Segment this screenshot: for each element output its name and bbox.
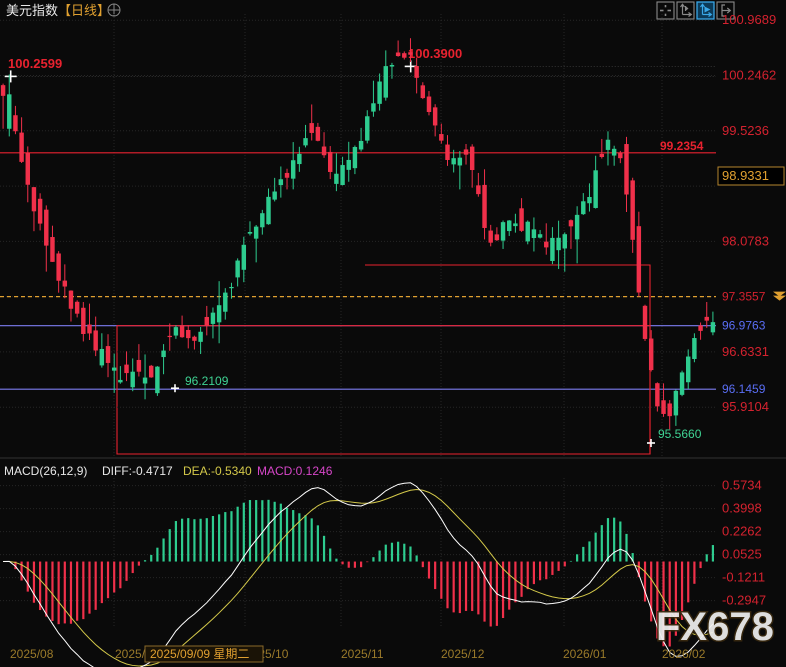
svg-text:2025/11: 2025/11 [341, 647, 384, 661]
svg-text:95.5660: 95.5660 [658, 427, 702, 441]
svg-text:美元指数: 美元指数 [6, 3, 58, 18]
svg-text:2025/12: 2025/12 [441, 647, 485, 661]
svg-text:96.2109: 96.2109 [185, 374, 229, 388]
svg-text:97.3557: 97.3557 [722, 290, 766, 304]
svg-text:100.3900: 100.3900 [408, 46, 462, 61]
svg-text:2025/09/09 星期二: 2025/09/09 星期二 [150, 647, 249, 661]
svg-text:0.3998: 0.3998 [722, 501, 762, 516]
svg-text:96.9763: 96.9763 [722, 319, 766, 333]
svg-text:【日线】: 【日线】 [58, 3, 110, 18]
svg-text:2025/08: 2025/08 [10, 647, 54, 661]
svg-text:0.5734: 0.5734 [722, 478, 762, 493]
svg-text:FX678: FX678 [656, 605, 774, 649]
svg-text:MACD(26,12,9): MACD(26,12,9) [4, 464, 87, 478]
svg-text:100.9689: 100.9689 [722, 12, 776, 27]
svg-text:2026/01: 2026/01 [563, 647, 607, 661]
svg-text:96.6331: 96.6331 [722, 344, 769, 359]
svg-text:100.2599: 100.2599 [8, 56, 62, 71]
svg-text:0.2262: 0.2262 [722, 524, 762, 539]
svg-text:DIFF:-0.4717: DIFF:-0.4717 [102, 464, 173, 478]
svg-text:2026/02: 2026/02 [662, 647, 706, 661]
svg-text:DEA:-0.5340: DEA:-0.5340 [183, 464, 252, 478]
svg-text:100.2462: 100.2462 [722, 68, 776, 83]
svg-text:MACD:0.1246: MACD:0.1246 [257, 464, 333, 478]
svg-text:95.9104: 95.9104 [722, 399, 769, 414]
svg-text:99.5236: 99.5236 [722, 123, 769, 138]
svg-text:98.9331: 98.9331 [722, 168, 769, 183]
svg-text:98.0783: 98.0783 [722, 233, 769, 248]
svg-text:-0.1211: -0.1211 [722, 570, 765, 585]
svg-text:0.0525: 0.0525 [722, 547, 762, 562]
svg-text:96.1459: 96.1459 [722, 382, 766, 396]
svg-text:99.2354: 99.2354 [660, 139, 704, 153]
